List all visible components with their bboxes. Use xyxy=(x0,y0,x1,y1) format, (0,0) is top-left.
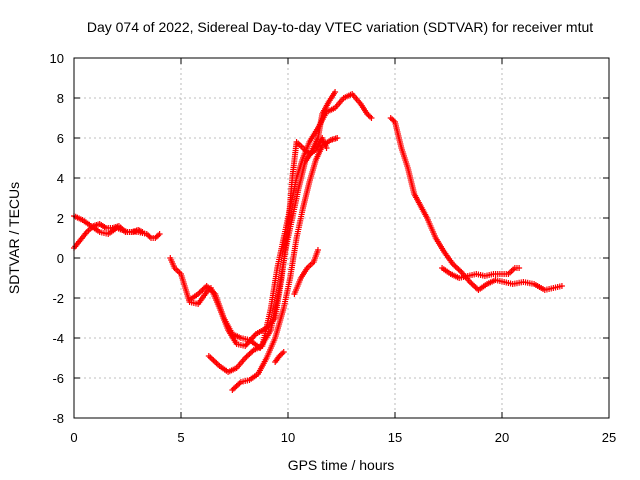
data-point xyxy=(314,247,321,253)
data-point xyxy=(323,145,330,151)
data-point xyxy=(139,229,146,235)
series-arc-e xyxy=(205,91,375,375)
x-tick-label: 25 xyxy=(602,430,616,445)
x-tick-label: 10 xyxy=(281,430,295,445)
series-arc-j xyxy=(439,265,523,281)
x-tick-label: 15 xyxy=(388,430,402,445)
x-axis-label: GPS time / hours xyxy=(288,457,395,473)
data-point xyxy=(332,89,339,95)
y-tick-label: 2 xyxy=(57,211,64,226)
series-arc-h xyxy=(291,247,321,297)
series-arc-i xyxy=(387,115,565,293)
y-tick-label: -8 xyxy=(52,411,64,426)
x-tick-label: 20 xyxy=(495,430,509,445)
data-point xyxy=(156,231,163,237)
x-tick-label: 5 xyxy=(177,430,184,445)
data-point xyxy=(558,283,565,289)
y-tick-label: 8 xyxy=(57,91,64,106)
chart-title: Day 074 of 2022, Sidereal Day-to-day VTE… xyxy=(87,19,593,35)
y-axis-label: SDTVAR / TECUs xyxy=(6,182,22,294)
x-tick-label: 0 xyxy=(70,430,77,445)
y-tick-label: 4 xyxy=(57,171,64,186)
data-point xyxy=(280,349,287,355)
data-point xyxy=(368,115,375,121)
y-tick-label: -2 xyxy=(52,291,64,306)
data-marks xyxy=(71,89,565,393)
y-tick-label: -6 xyxy=(52,371,64,386)
y-tick-label: 0 xyxy=(57,251,64,266)
y-tick-label: 6 xyxy=(57,131,64,146)
gridlines xyxy=(74,58,609,418)
series-arc-g xyxy=(272,349,287,365)
y-tick-label: -4 xyxy=(52,331,64,346)
y-tick-label: 10 xyxy=(50,51,64,66)
series-arc-c xyxy=(167,135,330,349)
plot-frame xyxy=(73,57,610,419)
series-arc-f xyxy=(229,135,341,393)
data-point xyxy=(334,135,341,141)
data-point xyxy=(516,265,523,271)
